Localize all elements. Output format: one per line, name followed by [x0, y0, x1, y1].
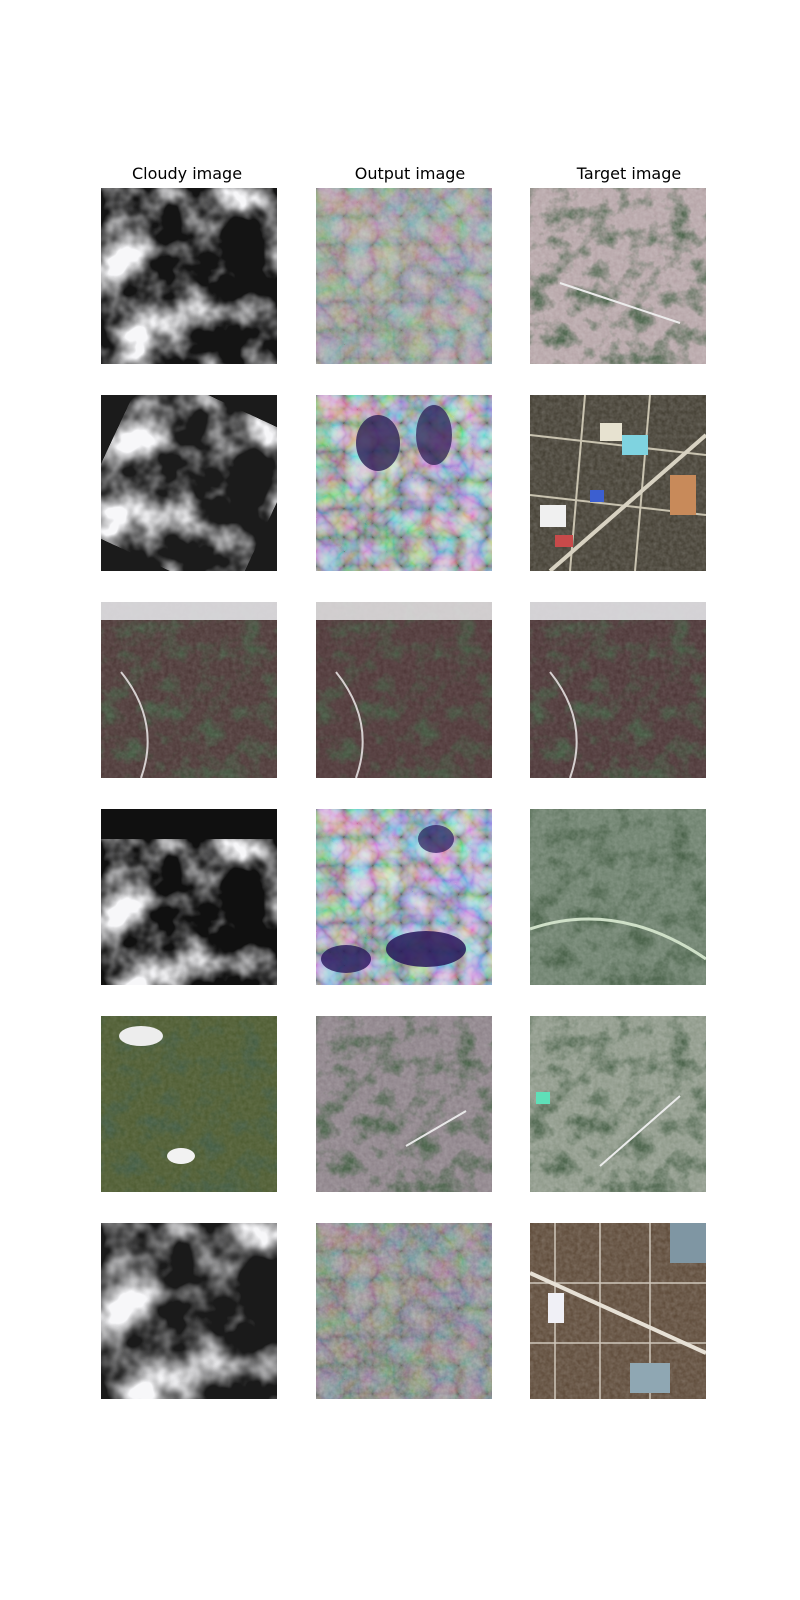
target-image-row-2: [530, 395, 706, 571]
output-image-row-3: [316, 602, 492, 778]
output-image-row-5: [316, 1016, 492, 1192]
cloudy-image-row-2: [101, 395, 277, 571]
output-image-row-2: [316, 395, 492, 571]
cloudy-image-row-6: [101, 1223, 277, 1399]
cloudy-image-row-3: [101, 602, 277, 778]
output-image-row-1: [316, 188, 492, 364]
cloudy-image-row-1: [101, 188, 277, 364]
target-image-row-1: [530, 188, 706, 364]
target-image-row-3: [530, 602, 706, 778]
target-image-row-6: [530, 1223, 706, 1399]
output-image-row-4: [316, 809, 492, 985]
column-title-target: Target image: [576, 164, 682, 183]
target-image-row-4: [530, 809, 706, 985]
cloudy-image-row-4: [101, 809, 277, 985]
cloudy-image-row-5: [101, 1016, 277, 1192]
column-title-output: Output image: [354, 164, 466, 183]
target-image-row-5: [530, 1016, 706, 1192]
output-image-row-6: [316, 1223, 492, 1399]
column-title-cloudy: Cloudy image: [131, 164, 243, 183]
